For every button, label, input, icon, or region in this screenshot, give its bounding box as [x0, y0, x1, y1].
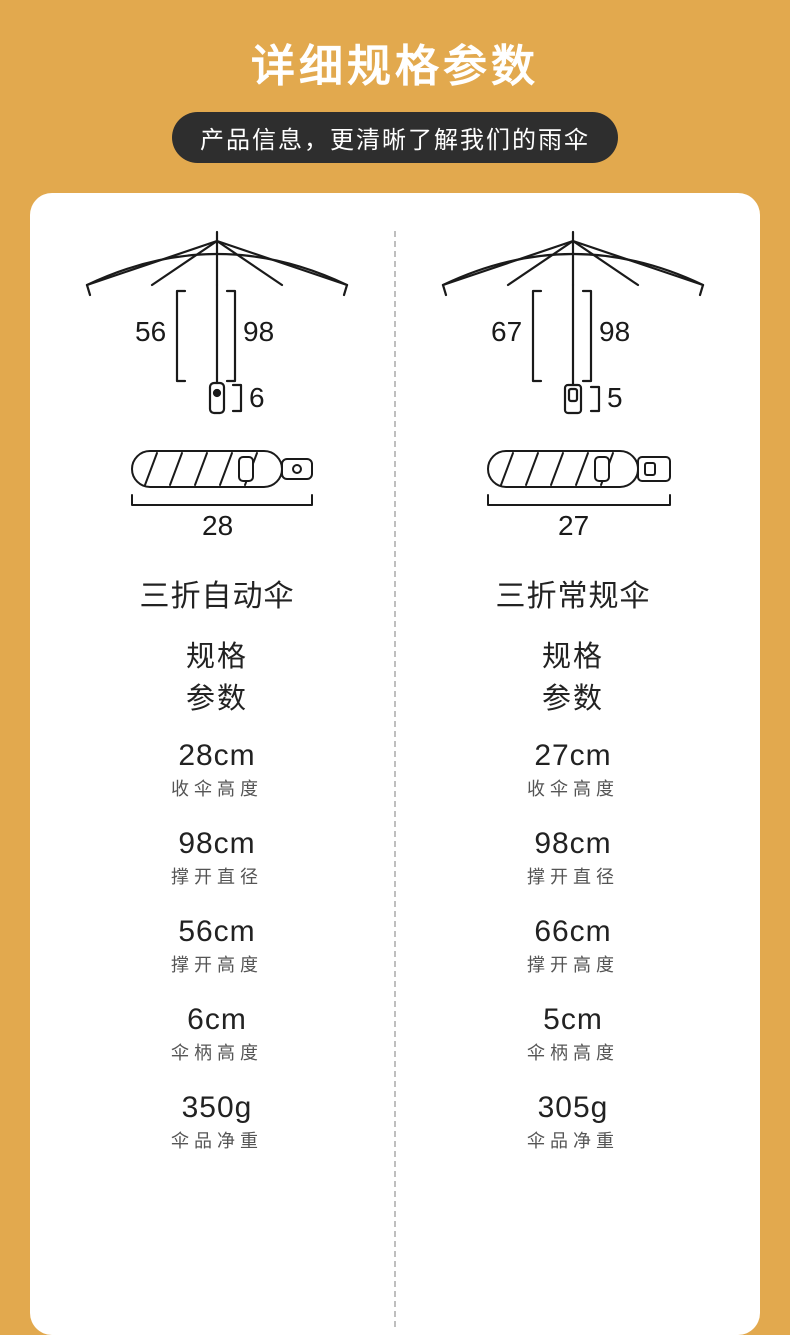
spec-label: 伞柄高度: [171, 1039, 263, 1065]
spec-value: 350g: [171, 1091, 263, 1125]
spec-header: 规格 参数: [542, 633, 604, 739]
spec-label: 伞品净重: [527, 1127, 619, 1153]
spec-value: 28cm: [171, 739, 263, 773]
spec-label: 收伞高度: [527, 775, 619, 801]
spec-row: 305g 伞品净重: [527, 1091, 619, 1153]
spec-row: 5cm 伞柄高度: [527, 1003, 619, 1065]
spec-label: 伞柄高度: [527, 1039, 619, 1065]
spec-row: 28cm 收伞高度: [171, 739, 263, 801]
dim-folded: 27: [558, 510, 589, 541]
spec-label: 撑开高度: [527, 951, 619, 977]
dim-diameter: 98: [599, 316, 630, 347]
spec-row: 350g 伞品净重: [171, 1091, 263, 1153]
spec-value: 66cm: [527, 915, 619, 949]
product-col-right: 67 98 5: [396, 223, 750, 1335]
product-col-left: 56 98 6: [40, 223, 394, 1335]
spec-row: 98cm 撑开直径: [527, 827, 619, 889]
page: 详细规格参数 产品信息，更清晰了解我们的雨伞: [0, 0, 790, 1335]
spec-card: 56 98 6: [30, 193, 760, 1335]
spec-value: 6cm: [171, 1003, 263, 1037]
dim-handle: 5: [607, 382, 623, 413]
spec-label: 撑开直径: [527, 863, 619, 889]
dim-shaft: 56: [135, 316, 166, 347]
subtitle-pill: 产品信息，更清晰了解我们的雨伞: [172, 112, 618, 163]
spec-value: 98cm: [171, 827, 263, 861]
spec-row: 6cm 伞柄高度: [171, 1003, 263, 1065]
spec-label: 撑开高度: [171, 951, 263, 977]
dim-diameter: 98: [243, 316, 274, 347]
dim-shaft: 67: [491, 316, 522, 347]
dim-folded: 28: [202, 510, 233, 541]
spec-value: 305g: [527, 1091, 619, 1125]
folded-umbrella-diagram: 27: [396, 433, 750, 553]
page-title: 详细规格参数: [251, 30, 539, 94]
product-title: 三折自动伞: [140, 571, 295, 615]
spec-label: 收伞高度: [171, 775, 263, 801]
spec-value: 56cm: [171, 915, 263, 949]
spec-row: 98cm 撑开直径: [171, 827, 263, 889]
spec-row: 27cm 收伞高度: [527, 739, 619, 801]
spec-label: 伞品净重: [171, 1127, 263, 1153]
open-umbrella-diagram: 67 98 5: [396, 223, 750, 433]
spec-value: 27cm: [527, 739, 619, 773]
spec-value: 98cm: [527, 827, 619, 861]
spec-header: 规格 参数: [186, 633, 248, 739]
spec-row: 66cm 撑开高度: [527, 915, 619, 977]
spec-value: 5cm: [527, 1003, 619, 1037]
spec-row: 56cm 撑开高度: [171, 915, 263, 977]
dim-handle: 6: [249, 382, 265, 413]
open-umbrella-diagram: 56 98 6: [40, 223, 394, 433]
spec-label: 撑开直径: [171, 863, 263, 889]
folded-umbrella-diagram: 28: [40, 433, 394, 553]
product-title: 三折常规伞: [496, 571, 651, 615]
